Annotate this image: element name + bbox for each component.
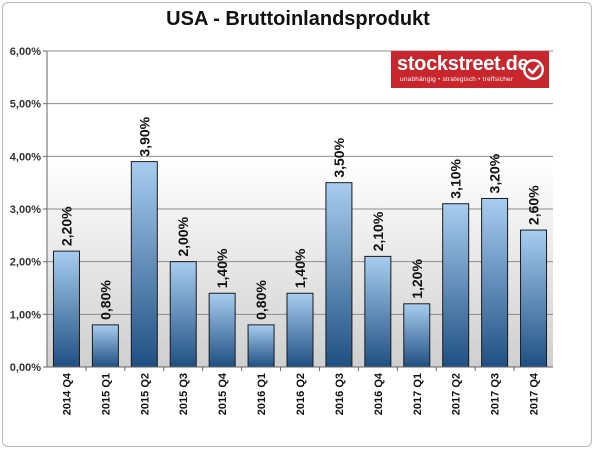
- data-label: 3,50%: [331, 137, 347, 177]
- data-label: 2,10%: [370, 211, 386, 251]
- data-labels: 2,20% 0,80% 3,90% 2,00% 1,40% 0,80% 1,40% 3,50%…: [58, 116, 541, 320]
- brand-name: stockstreet.de: [397, 53, 529, 75]
- data-label: 3,90%: [136, 116, 152, 156]
- x-tick-labels: 2014 Q4 2015 Q1 2015 Q2 2015 Q3 2015 Q4 2016 …: [61, 367, 541, 415]
- y-tick-label: 5,00%: [10, 99, 41, 111]
- data-label: 2,60%: [526, 185, 542, 225]
- data-label: 1,40%: [292, 248, 308, 288]
- x-tick-label: 2015 Q2: [139, 373, 151, 415]
- bar: [91, 324, 119, 368]
- y-tick-labels: 0,00% 1,00% 2,00% 3,00% 4,00% 5,00% 6,00%: [10, 46, 47, 374]
- x-tick-label: 2017 Q4: [529, 372, 541, 415]
- bar: [403, 303, 431, 368]
- x-tick-label: 2015 Q1: [100, 373, 112, 415]
- checkmark-icon: [523, 59, 544, 80]
- y-tick-label: 2,00%: [10, 257, 41, 269]
- bar: [52, 250, 80, 368]
- x-tick-label: 2017 Q1: [412, 373, 424, 415]
- brand-tagline: unabhängig • strategisch • treffsicher: [400, 76, 514, 83]
- bar: [286, 292, 314, 368]
- bar: [520, 229, 548, 368]
- y-tick-label: 1,00%: [10, 309, 41, 321]
- bar: [364, 255, 392, 368]
- x-tick-label: 2017 Q3: [490, 373, 502, 415]
- data-label: 3,10%: [448, 158, 464, 198]
- bar: [247, 324, 275, 368]
- bar: [325, 182, 353, 368]
- data-label: 2,00%: [175, 216, 191, 256]
- data-label: 0,80%: [253, 280, 269, 320]
- bar: [169, 261, 197, 368]
- chart-title: USA - Bruttoinlandsprodukt: [166, 8, 430, 30]
- x-tick-label: 2015 Q4: [217, 372, 229, 415]
- bars: [52, 161, 548, 368]
- x-tick-label: 2016 Q4: [373, 372, 385, 415]
- data-label: 2,20%: [58, 206, 74, 246]
- x-tick-label: 2015 Q3: [178, 373, 190, 415]
- data-label: 1,40%: [214, 248, 230, 288]
- bar: [442, 203, 470, 368]
- brand-logo: stockstreet.de unabhängig • strategisch …: [391, 51, 549, 88]
- bar: [481, 197, 509, 368]
- x-tick-label: 2016 Q2: [295, 373, 307, 415]
- x-tick-label: 2016 Q3: [334, 373, 346, 415]
- bar: [208, 292, 236, 368]
- x-tick-label: 2017 Q2: [451, 373, 463, 415]
- x-tick-label: 2014 Q4: [61, 372, 73, 415]
- y-tick-label: 3,00%: [10, 204, 41, 216]
- data-label: 1,20%: [409, 259, 425, 299]
- y-tick-label: 6,00%: [10, 46, 41, 58]
- data-label: 0,80%: [97, 280, 113, 320]
- y-tick-label: 0,00%: [10, 362, 41, 374]
- y-tick-label: 4,00%: [10, 151, 41, 163]
- data-label: 3,20%: [487, 153, 503, 193]
- x-tick-label: 2016 Q1: [256, 373, 268, 415]
- bar: [130, 161, 158, 368]
